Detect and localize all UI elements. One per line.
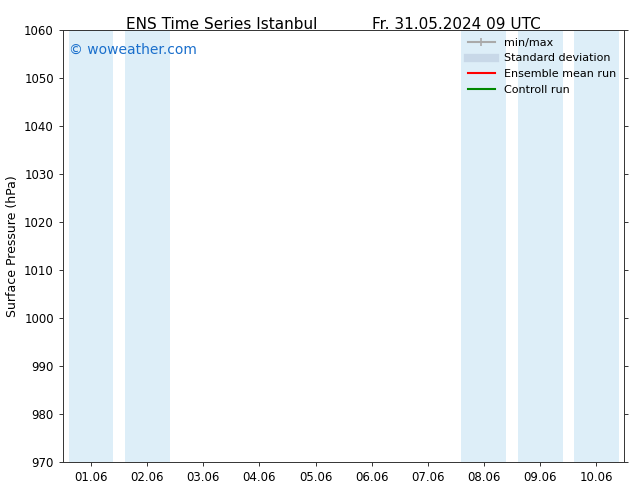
Bar (517, 30, 562, 463)
Bar (462, 30, 507, 463)
Text: ENS Time Series Istanbul: ENS Time Series Istanbul (126, 17, 318, 32)
Text: Fr. 31.05.2024 09 UTC: Fr. 31.05.2024 09 UTC (372, 17, 541, 32)
Bar (68, 30, 113, 463)
Bar (574, 30, 619, 463)
Text: © woweather.com: © woweather.com (68, 43, 197, 57)
Bar (125, 30, 169, 463)
Y-axis label: Surface Pressure (hPa): Surface Pressure (hPa) (6, 175, 18, 317)
Legend: min/max, Standard deviation, Ensemble mean run, Controll run: min/max, Standard deviation, Ensemble me… (463, 33, 621, 99)
